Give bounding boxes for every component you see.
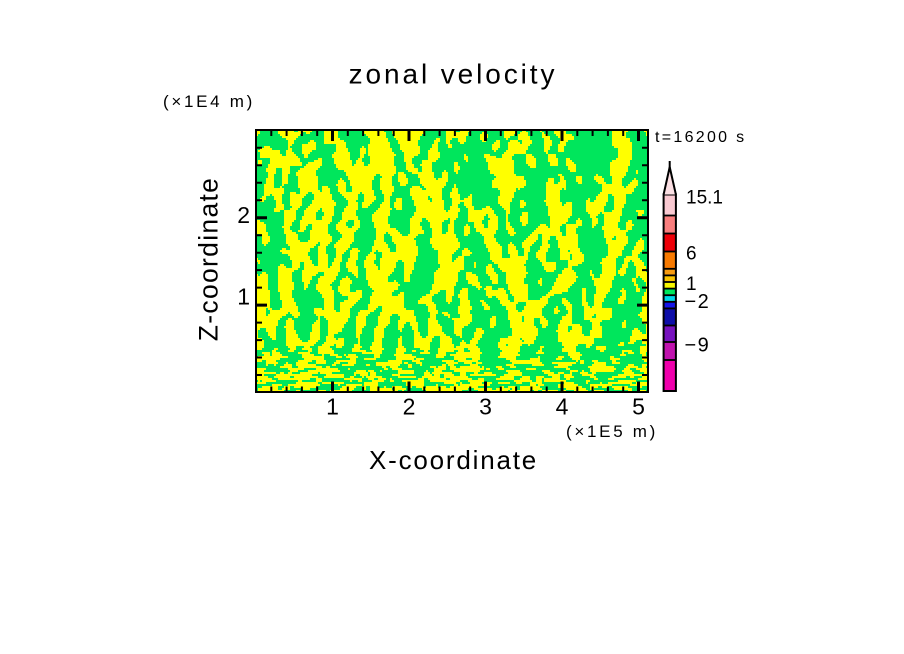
svg-text:1: 1 [686, 274, 697, 295]
svg-text:(×1E5 m): (×1E5 m) [566, 422, 658, 441]
svg-text:1: 1 [237, 284, 250, 310]
svg-text:2: 2 [237, 202, 250, 228]
svg-text:−9: −9 [685, 335, 711, 357]
svg-text:zonal velocity: zonal velocity [349, 59, 558, 90]
svg-text:15.1: 15.1 [686, 188, 723, 209]
svg-text:2: 2 [403, 394, 416, 420]
svg-text:X-coordinate: X-coordinate [369, 445, 538, 475]
svg-text:4: 4 [556, 394, 569, 420]
svg-text:1: 1 [326, 394, 339, 420]
svg-text:5: 5 [632, 394, 645, 420]
svg-text:−2: −2 [685, 291, 711, 313]
svg-text:Z-coordinate: Z-coordinate [194, 177, 224, 341]
svg-text:t=16200 s: t=16200 s [655, 129, 746, 146]
svg-text:3: 3 [479, 394, 492, 420]
svg-text:6: 6 [686, 244, 697, 265]
svg-text:(×1E4 m): (×1E4 m) [163, 92, 255, 111]
